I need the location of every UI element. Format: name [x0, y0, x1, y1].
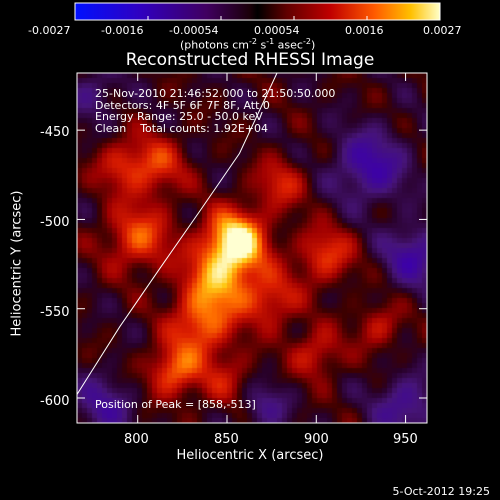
y-tick-label: -600	[40, 394, 70, 409]
units-text: )	[310, 38, 316, 52]
clean-counts: Clean Total counts: 1.92E+04	[95, 121, 269, 135]
colorbar-tick-label: 0.0016	[345, 24, 384, 37]
energy-range: Energy Range: 25.0 - 50.0 keV	[95, 110, 263, 123]
heatmap-image	[77, 73, 427, 423]
colorbar-gradient	[74, 2, 441, 21]
y-axis-ticks	[77, 129, 427, 399]
colorbar-tick-label: -0.0016	[101, 24, 144, 37]
x-tick-label: 950	[393, 432, 418, 447]
units-exponent: -1	[266, 37, 275, 46]
plot-frame	[76, 72, 428, 424]
peak-position: Position of Peak = [858,-513]	[95, 398, 256, 411]
units-text: s	[256, 38, 267, 52]
y-axis-label: Heliocentric Y (arcsec)	[9, 190, 25, 337]
footer-date: 5-Oct-2012 19:25	[392, 485, 490, 498]
colorbar-tick-marks	[74, 16, 441, 20]
chart-title: Reconstructed RHESSI Image	[125, 50, 375, 70]
x-tick-label: 850	[214, 432, 239, 447]
x-axis-ticks	[137, 73, 407, 423]
solar-limb-curve	[76, 72, 278, 395]
units-text: asec	[274, 38, 303, 52]
units-exponent: -2	[248, 37, 257, 46]
units-exponent: -2	[302, 37, 311, 46]
x-tick-label: 800	[124, 432, 149, 447]
colorbar-tick-label: 0.00054	[254, 24, 300, 37]
x-tick-label: 900	[304, 432, 329, 447]
colorbar-tick-label: -0.00054	[169, 24, 219, 37]
colorbar-tick-label: -0.0027	[28, 24, 71, 37]
y-tick-label: -450	[40, 125, 70, 140]
time-range: 25-Nov-2010 21:46:52.000 to 21:50:50.000	[95, 87, 336, 100]
colorbar-tick-label: 0.0027	[423, 24, 462, 37]
detectors: Detectors: 4F 5F 6F 7F 8F, Att 0	[95, 98, 270, 112]
y-tick-label: -550	[40, 305, 70, 320]
x-axis-label: Heliocentric X (arcsec)	[176, 448, 324, 463]
y-tick-label: -500	[40, 215, 70, 230]
units-text: (photons cm	[180, 38, 249, 52]
observation-info: 25-Nov-2010 21:46:52.000 to 21:50:50.000…	[95, 88, 335, 134]
colorbar-units: (photons cm-2 s-1 asec-2)	[180, 37, 315, 52]
colorbar-svg	[74, 2, 441, 21]
